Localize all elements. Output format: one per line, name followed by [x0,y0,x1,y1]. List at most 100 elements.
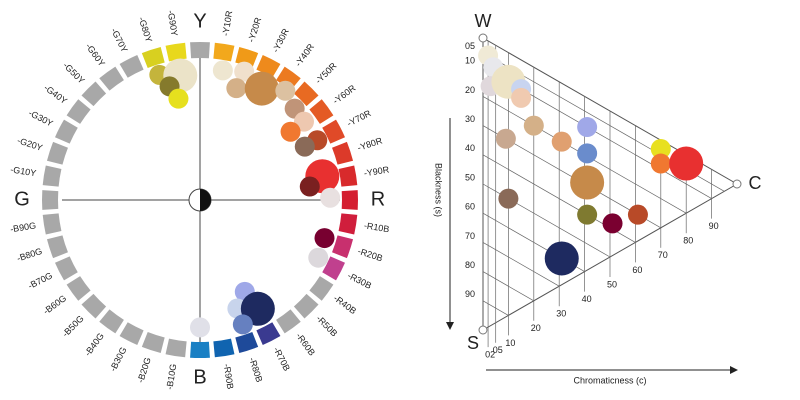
x-tick-label: 02 [485,349,495,359]
x-tick-label: 20 [531,323,541,333]
color-dot [498,188,519,209]
x-tick-label: 90 [709,221,719,231]
ring-segment [165,338,187,358]
ring-segment [309,276,334,301]
color-dot [627,204,648,225]
hue-label: -B20G [135,356,153,384]
pole-label: G [14,188,30,210]
ring-segment [99,309,124,334]
hue-label: -Y20R [246,16,264,44]
hue-label: -Y30R [270,26,291,54]
ring-segment [119,322,144,346]
x-tick-label: 80 [683,236,693,246]
ring-segment [213,42,235,62]
color-dot [650,138,671,159]
ring-segment [256,322,281,346]
color-dot [577,204,598,225]
y-tick-label: 05 [465,41,475,51]
color-dot [244,71,279,106]
y-axis-label: Blackness (s) [434,163,444,217]
hue-label: -B40G [83,331,106,358]
ring-segment [99,66,124,91]
ring-segment [322,256,346,281]
ring-segment [141,46,165,68]
color-circle: Y -Y10R -Y20R -Y30R-Y40R-Y50R-Y60R-Y70R -Y80… [9,9,390,390]
hue-label: -R90B [222,363,236,390]
color-dot [294,136,315,157]
color-dot [314,228,335,249]
center-half [200,189,211,211]
y-tick-label: 40 [465,143,475,153]
y-tick-label: 60 [465,202,475,212]
hue-label: -B60G [41,293,68,316]
ring-segment [190,341,210,358]
color-dot [511,87,532,108]
ncs-triangle: Blackness (s) Chromaticness (c) 05102030… [434,11,762,386]
pole-label: R [371,188,385,210]
hue-label: -G40Y [42,83,69,106]
ring-segment [66,276,91,301]
vertex [478,33,488,43]
hue-label: -Y40R [293,41,316,68]
ring-segment [293,293,319,319]
hue-label: -B70G [26,270,54,291]
ring-segment [46,235,68,259]
color-dot [190,317,210,338]
ring-segment [119,54,144,78]
color-dot [551,131,572,152]
ring-segment [338,213,358,235]
ring-segment [332,141,354,165]
hue-label: -R40B [332,293,359,316]
x-axis-label: Chromaticness (c) [573,375,646,385]
ring-segment [81,293,107,319]
vertex [732,179,742,189]
ring-segment [276,66,301,91]
hue-label: -G50Y [61,60,86,85]
color-dot [308,247,329,268]
corner-label: C [749,173,762,193]
ring-segment [66,99,91,124]
color-dot [320,187,341,208]
x-tick-label: 60 [632,265,642,275]
hue-label: -G30Y [27,108,55,129]
x-tick-label: 10 [505,338,515,348]
ring-segment [293,81,319,107]
hue-label: -Y80R [356,135,384,153]
y-tick-label: 50 [465,172,475,182]
color-dot [523,115,544,136]
hue-label: -R20B [357,246,384,263]
color-dot [212,60,233,81]
ring-segment [338,165,358,187]
x-tick-label: 30 [556,309,566,319]
color-dot [299,176,320,197]
x-tick-label: 40 [582,294,592,304]
ring-segment [141,332,165,354]
color-dot [650,153,671,174]
ring-segment [322,119,346,144]
ring-segment [54,256,78,281]
ring-segment [341,190,358,210]
y-tick-label: 80 [465,260,475,270]
corner-label: S [467,333,479,353]
color-dot [577,143,598,164]
ring-segment [235,332,259,354]
hue-label: -G70Y [109,26,130,54]
hue-label: -G60Y [84,41,107,68]
color-dot [495,128,516,149]
hue-label: -G90Y [166,9,180,36]
ring-segment [190,42,210,59]
color-dot [226,78,247,99]
hue-label: -G10Y [10,164,37,178]
hue-label: -R50B [314,313,339,338]
y-tick-label: 90 [465,289,475,299]
hue-label: -B50G [60,313,85,338]
hue-label: -Y70R [345,108,373,129]
color-dot [570,165,605,200]
y-tick-label: 30 [465,114,475,124]
hue-label: -Y50R [313,60,338,85]
x-tick-label: 70 [658,250,668,260]
corner-label: W [475,11,492,31]
x-tick-label: 05 [493,345,503,355]
hue-label: -G20Y [16,135,44,153]
